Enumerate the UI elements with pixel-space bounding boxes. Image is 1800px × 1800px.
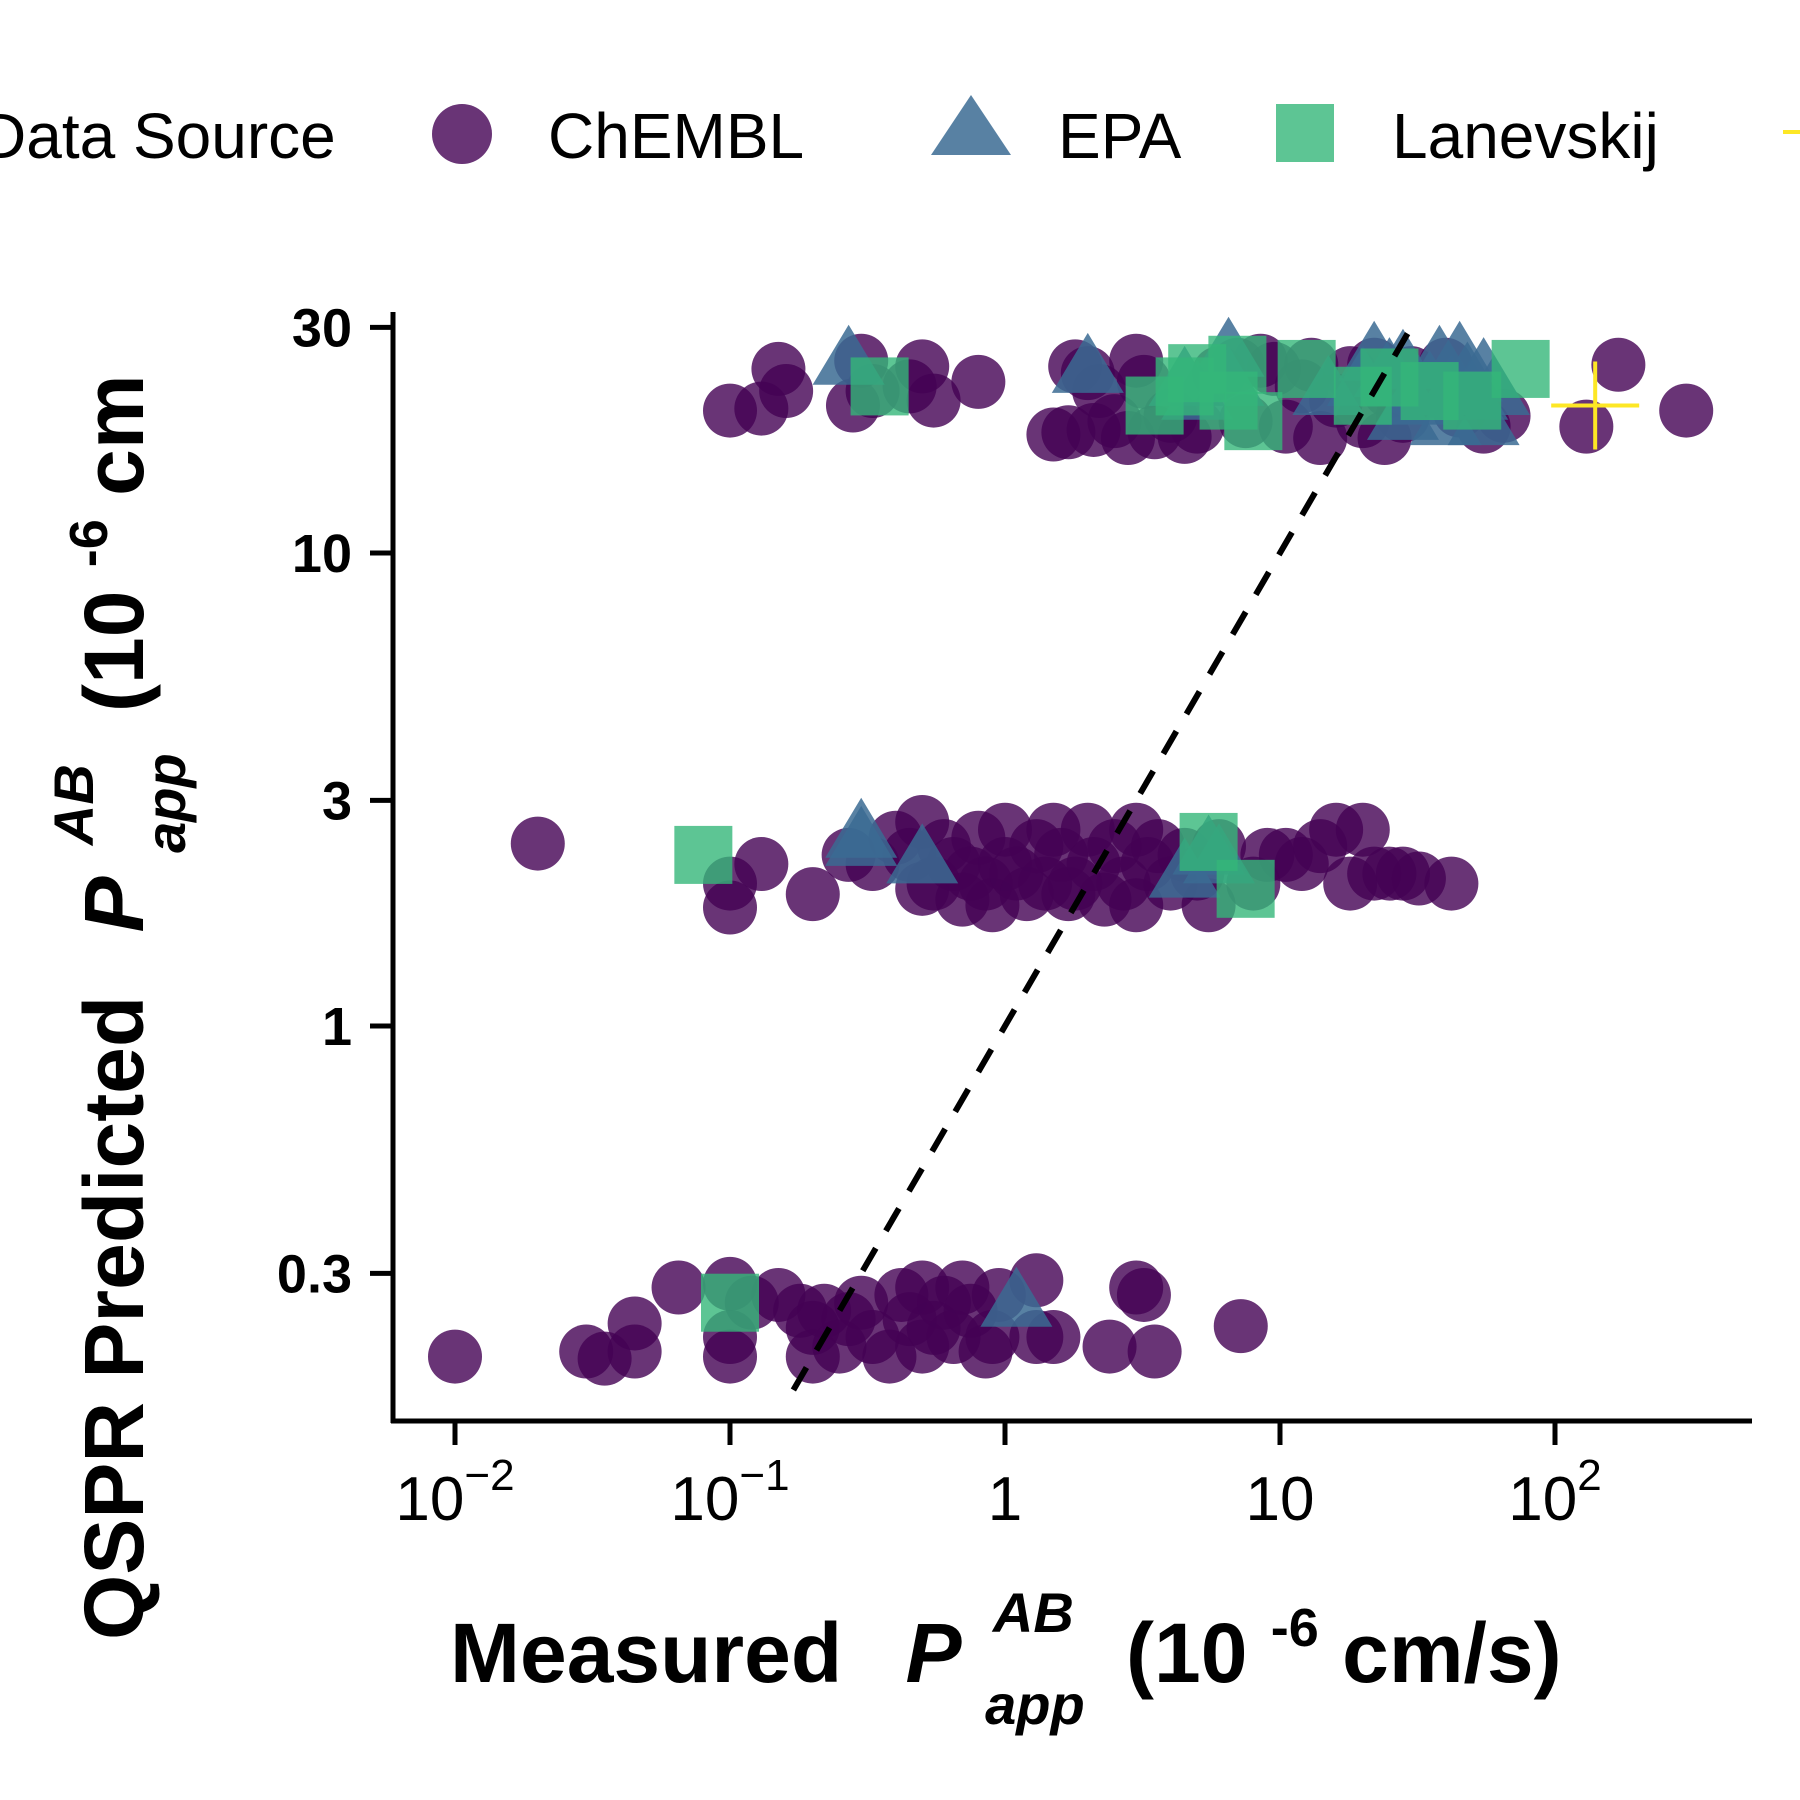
x-tick-label: 10 (1246, 1465, 1315, 1534)
epa-point (1051, 332, 1124, 393)
chembl-point (1127, 1324, 1182, 1379)
x-axis-title-main: Measured (450, 1606, 842, 1700)
y-tick-label: 1 (322, 997, 352, 1057)
chembl-point (1424, 856, 1479, 911)
lanevskij-point (701, 1273, 759, 1332)
x-tick-label: 1 (988, 1465, 1022, 1534)
chembl-point (1026, 407, 1081, 462)
chembl-point (1559, 399, 1614, 454)
y-axis-title-unit-open: (10 (67, 591, 161, 712)
legend-lanevskij-marker (1276, 104, 1334, 162)
y-axis-title-unit-close: cm (67, 374, 161, 495)
chembl-point (651, 1260, 706, 1315)
legend-chembl-label: ChEMBL (548, 100, 804, 172)
legend-epa-marker (931, 95, 1011, 155)
series-other (1551, 361, 1640, 450)
epa-point (980, 1266, 1053, 1327)
series-lanevskij (674, 335, 1550, 1332)
lanevskij-point (1216, 859, 1275, 918)
chembl-point (734, 837, 789, 892)
x-tick-label: 10−1 (670, 1451, 789, 1534)
y-axis-title-symbol: P (67, 875, 161, 932)
x-tick-label: 102 (1508, 1451, 1601, 1534)
lanevskij-point (1155, 357, 1214, 416)
chembl-point (785, 867, 840, 922)
y-axis-title: QSPR Predicted P AB app (10 -6 cm (17, 374, 203, 1640)
chembl-point (1116, 1267, 1171, 1322)
plus-point (1551, 361, 1640, 450)
lanevskij-point (1277, 339, 1336, 398)
epa-point (886, 823, 959, 884)
chembl-point (1591, 337, 1646, 392)
identity-reference-line (790, 325, 1414, 1392)
x-axis-title-symbol: P (906, 1606, 963, 1700)
x-axis-title-unit-exp: -6 (1271, 1598, 1319, 1658)
x-axis-title-unit-open: (10 (1126, 1606, 1247, 1700)
x-axis-title: Measured P AB app (10 -6 cm/s) (450, 1556, 1562, 1742)
y-axis-title-sup: AB (42, 764, 105, 847)
legend-title: Data Source (0, 100, 336, 172)
y-axis-title-sub: app (134, 753, 197, 853)
lanevskij-point (674, 825, 733, 884)
y-tick-label: 30 (292, 298, 352, 358)
y-axis-title-unit-exp: -6 (59, 519, 119, 567)
series-chembl (428, 333, 1714, 1386)
epa-point (825, 805, 898, 866)
y-axis-ticks: 0.3 1 3 10 30 (277, 298, 393, 1304)
y-tick-label: 0.3 (277, 1244, 352, 1304)
chembl-point (510, 816, 565, 871)
x-axis-ticks: 10−2 10−1 1 10 102 (395, 1421, 1602, 1534)
legend-epa-label: EPA (1058, 100, 1182, 172)
x-tick-label: 10−2 (395, 1451, 514, 1534)
chembl-point (734, 381, 789, 436)
legend: Data Source ChEMBL EPA Lanevskij (0, 95, 1800, 172)
chembl-point (703, 1329, 757, 1384)
legend-lanevskij-label: Lanevskij (1392, 100, 1659, 172)
lanevskij-point (1491, 339, 1550, 398)
y-axis-title-main: QSPR Predicted (67, 996, 161, 1640)
lanevskij-point (1443, 371, 1502, 430)
x-axis-title-sub: app (985, 1673, 1085, 1736)
chembl-point (1659, 383, 1714, 438)
y-tick-label: 10 (292, 524, 352, 584)
chembl-point (1335, 802, 1390, 857)
chembl-point (951, 354, 1006, 409)
chembl-point (607, 1324, 662, 1379)
chembl-point (1213, 1299, 1268, 1354)
lanevskij-point (1224, 392, 1283, 451)
chembl-point (703, 880, 757, 935)
chembl-point (1082, 1319, 1137, 1374)
lanevskij-point (1208, 335, 1267, 394)
lanevskij-point (850, 357, 909, 416)
y-tick-label: 3 (322, 771, 352, 831)
x-axis-title-unit-close: cm/s) (1342, 1606, 1561, 1700)
legend-chembl-marker (432, 104, 492, 164)
chembl-point (428, 1329, 482, 1384)
x-axis-title-sup: AB (991, 1581, 1074, 1644)
